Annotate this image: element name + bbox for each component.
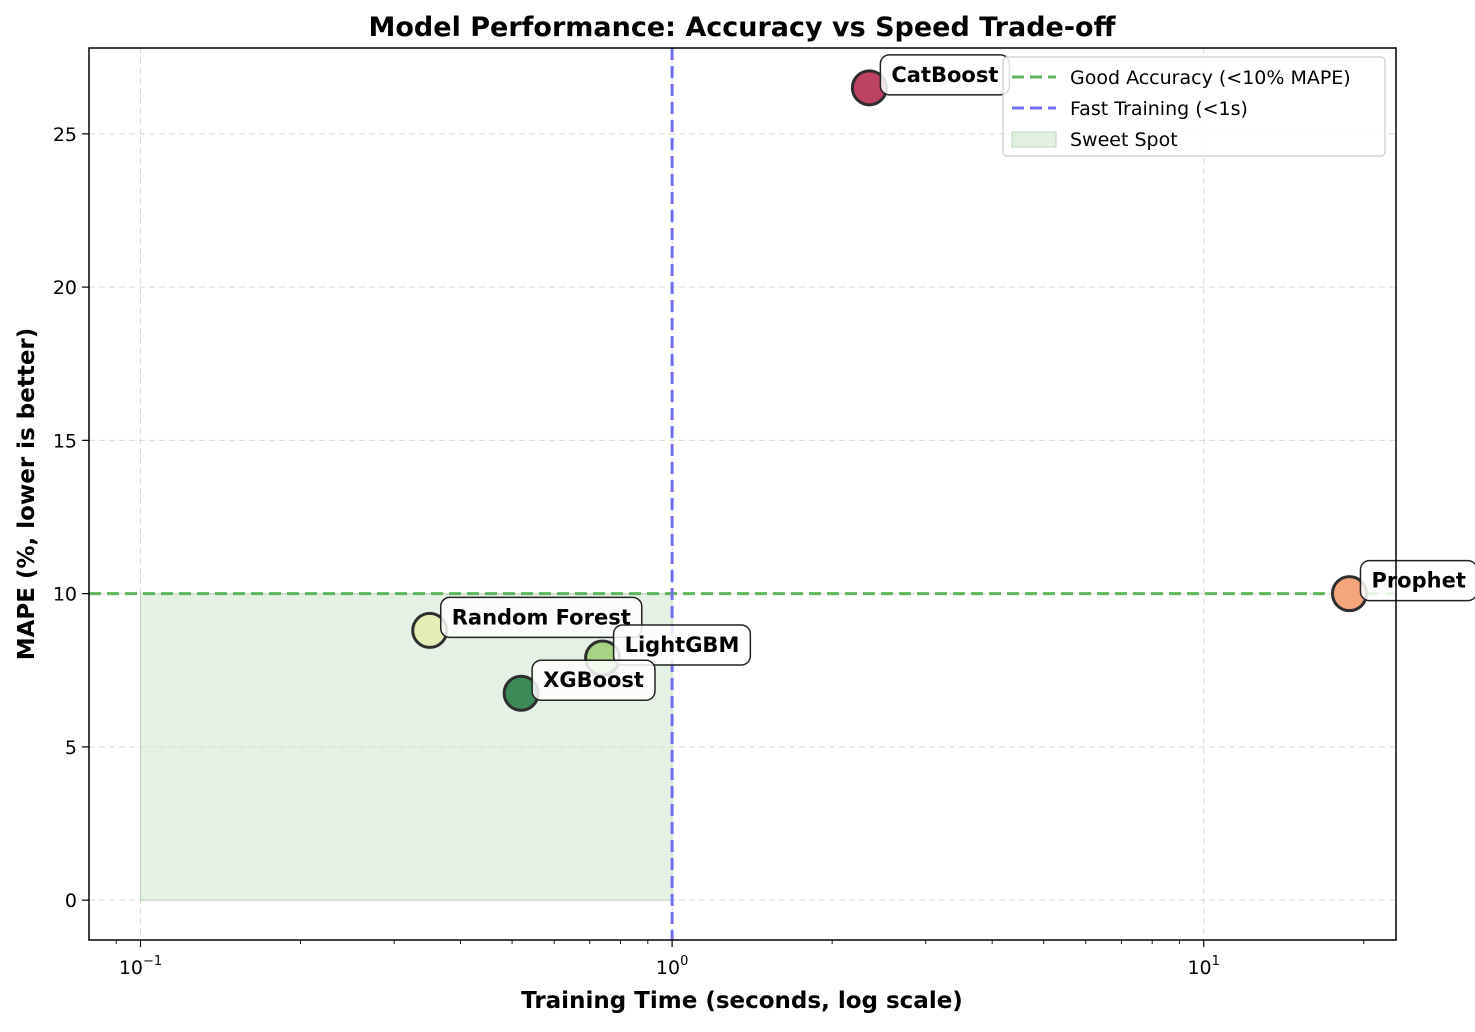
x-tick-label: 10−1 — [119, 954, 162, 979]
x-tick-label: 100 — [656, 954, 688, 979]
label-box — [612, 624, 752, 666]
point-labels: CatBoost Prophet Random Forest LightGBM XGBo… — [439, 54, 1475, 701]
y-tick-label: 5 — [65, 737, 77, 759]
label-text: Prophet — [1371, 569, 1465, 593]
x-tick-label: 101 — [1187, 954, 1219, 979]
point-label: Prophet — [1359, 559, 1475, 602]
y-tick-label: 10 — [53, 584, 77, 606]
legend: Good Accuracy (<10% MAPE) Fast Training (… — [1002, 56, 1386, 157]
point-label: Random Forest — [439, 596, 643, 639]
x-axis-label: Training Time (seconds, log scale) — [521, 988, 963, 1014]
y-tick-label: 20 — [53, 277, 77, 299]
label-box — [1359, 559, 1475, 602]
reference-lines — [89, 48, 1396, 940]
y-axis-ticks: 0 5 10 15 20 25 — [53, 124, 89, 912]
plot-frame — [88, 47, 1397, 941]
label-text: CatBoost — [891, 63, 998, 87]
sweet-spot-region — [140, 593, 673, 901]
label-text: LightGBM — [625, 633, 740, 657]
legend-label: Good Accuracy (<10% MAPE) — [1070, 67, 1351, 89]
y-axis-label: MAPE (%, lower is better) — [14, 328, 40, 661]
legend-label: Sweet Spot — [1070, 129, 1178, 151]
label-box — [531, 659, 656, 701]
y-tick-label: 0 — [65, 890, 77, 912]
legend-box — [1002, 56, 1386, 157]
point-label: XGBoost — [531, 659, 656, 701]
point-label: CatBoost — [879, 54, 1011, 96]
label-text: XGBoost — [543, 668, 644, 692]
point-label: LightGBM — [612, 624, 752, 666]
label-text: Random Forest — [452, 605, 631, 629]
legend-swatch — [1011, 131, 1057, 148]
legend-label: Fast Training (<1s) — [1070, 98, 1248, 120]
y-tick-label: 15 — [53, 430, 77, 452]
sweet-spot-area — [140, 593, 673, 901]
label-box — [439, 596, 643, 639]
x-axis-ticks: 10−1 100 101 — [115, 940, 1365, 979]
y-tick-label: 25 — [53, 124, 77, 146]
chart-title: Model Performance: Accuracy vs Speed Tra… — [369, 12, 1117, 43]
